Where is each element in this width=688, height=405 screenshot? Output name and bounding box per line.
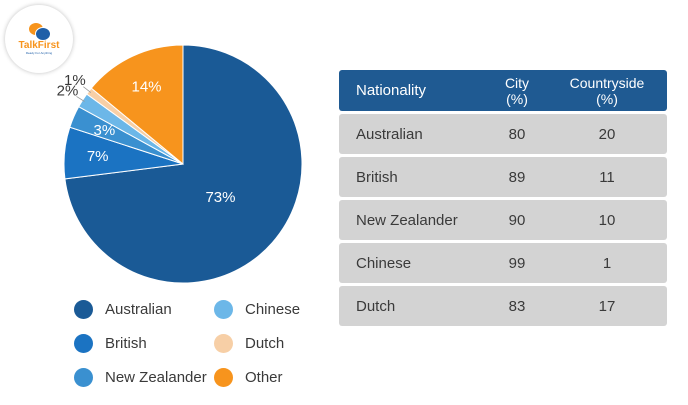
cell-city: 80 xyxy=(508,125,526,143)
legend-label-other: Other xyxy=(245,368,283,386)
legend-swatch-dutch xyxy=(214,333,233,353)
legend-label-australian: Australian xyxy=(105,300,172,318)
legend-swatch-australian xyxy=(74,299,93,319)
legend-label-british: British xyxy=(105,334,147,352)
table-row: Dutch 83 17 xyxy=(339,286,667,326)
cell-countryside: 1 xyxy=(602,254,612,272)
legend-item-chinese: Chinese xyxy=(214,292,334,326)
pie-leader-dutch xyxy=(83,86,92,93)
legend-swatch-other xyxy=(214,367,233,387)
pie-label-other: 14% xyxy=(132,78,162,95)
cell-city: 83 xyxy=(508,297,526,315)
cell-city: 99 xyxy=(508,254,526,272)
header-countryside: Countryside (%) xyxy=(547,75,667,107)
header-countryside-label: Countryside xyxy=(569,74,645,91)
cell-countryside: 10 xyxy=(598,211,616,229)
legend-swatch-chinese xyxy=(214,299,233,319)
pie-legend: Australian Chinese British Dutch New Zealand… xyxy=(74,292,334,394)
cell-countryside: 17 xyxy=(598,297,616,315)
legend-item-dutch: Dutch xyxy=(214,326,334,360)
header-city-unit: (%) xyxy=(506,90,528,107)
table-row: Chinese 99 1 xyxy=(339,243,667,283)
cell-nationality: Dutch xyxy=(356,297,396,315)
pie-label-british: 7% xyxy=(87,148,109,165)
speech-bubbles-icon xyxy=(29,22,51,41)
header-nationality: Nationality xyxy=(356,82,427,99)
cell-city: 89 xyxy=(508,168,526,186)
header-countryside-unit: (%) xyxy=(596,90,618,107)
logo-name: TalkFirst xyxy=(18,39,60,51)
pie-slice-other xyxy=(90,44,184,166)
cell-nationality: Australian xyxy=(356,125,423,143)
cell-countryside: 20 xyxy=(598,125,616,143)
legend-label-new-zealander: New Zealander xyxy=(105,368,207,386)
pie-label-australian: 73% xyxy=(205,189,235,206)
header-city: City (%) xyxy=(487,75,547,107)
talkfirst-logo: TalkFirst Ready For Anything xyxy=(5,5,73,73)
legend-item-british: British xyxy=(74,326,214,360)
table-row: British 89 11 xyxy=(339,157,667,197)
logo-tagline: Ready For Anything xyxy=(25,50,53,55)
legend-item-other: Other xyxy=(214,360,334,394)
table-body: Australian 80 20 British 89 11 New Zealander 90… xyxy=(339,114,667,326)
cell-nationality: New Zealander xyxy=(356,211,458,229)
legend-swatch-new-zealander xyxy=(74,367,93,387)
cell-city: 90 xyxy=(508,211,526,229)
pie-label-dutch: 1% xyxy=(64,72,86,89)
pie-leader-chinese xyxy=(76,96,85,102)
legend-item-new-zealander: New Zealander xyxy=(74,360,214,394)
pie-label-new-zealander: 3% xyxy=(94,122,116,139)
legend-swatch-british xyxy=(74,333,93,353)
table-row: New Zealander 90 10 xyxy=(339,200,667,240)
header-city-label: City xyxy=(504,74,530,91)
cell-countryside: 11 xyxy=(599,168,615,186)
legend-label-dutch: Dutch xyxy=(245,334,285,352)
legend-label-chinese: Chinese xyxy=(245,300,301,318)
cell-nationality: British xyxy=(356,168,398,186)
pie-label-chinese: 2% xyxy=(57,83,79,100)
table-header: Nationality City (%) Countryside (%) xyxy=(339,70,667,111)
cell-nationality: Chinese xyxy=(356,254,412,272)
table-row: Australian 80 20 xyxy=(339,114,667,154)
nationality-table: Nationality City (%) Countryside (%) Aus… xyxy=(339,70,667,326)
legend-item-australian: Australian xyxy=(74,292,214,326)
